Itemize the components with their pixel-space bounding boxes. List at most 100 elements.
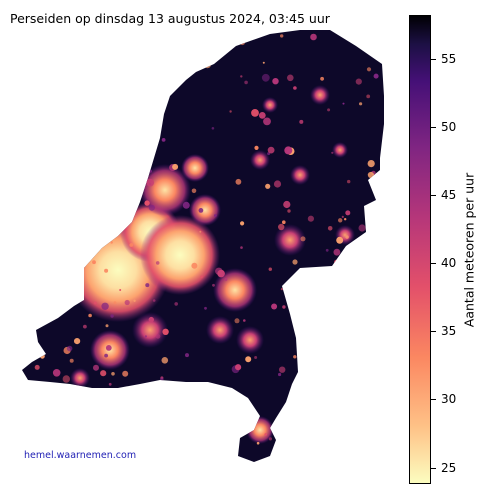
city-light bbox=[164, 393, 168, 397]
city-light bbox=[74, 338, 81, 345]
city-light bbox=[310, 33, 317, 41]
city-light bbox=[267, 146, 275, 154]
colorbar-tick-label: 30 bbox=[441, 392, 457, 407]
city-light bbox=[27, 39, 36, 48]
light-glow bbox=[274, 224, 306, 256]
city-light bbox=[75, 85, 83, 93]
city-light bbox=[47, 52, 55, 60]
city-light bbox=[111, 372, 115, 376]
city-light bbox=[351, 271, 356, 277]
city-light bbox=[57, 35, 61, 39]
city-light bbox=[313, 352, 316, 355]
city-light bbox=[240, 75, 243, 78]
city-light bbox=[282, 220, 286, 224]
city-light bbox=[58, 238, 63, 243]
city-light bbox=[347, 179, 351, 184]
city-light bbox=[383, 214, 384, 222]
city-light bbox=[307, 215, 314, 222]
city-light bbox=[172, 77, 178, 84]
city-light bbox=[159, 425, 166, 432]
city-light bbox=[264, 433, 268, 436]
city-light bbox=[101, 302, 109, 310]
map-title: Perseiden op dinsdag 13 augustus 2024, 0… bbox=[10, 11, 330, 26]
city-light bbox=[191, 262, 198, 269]
city-light bbox=[185, 353, 189, 358]
city-light bbox=[73, 246, 77, 251]
city-light bbox=[382, 145, 384, 148]
city-light bbox=[66, 345, 73, 352]
city-light bbox=[149, 169, 152, 173]
city-light bbox=[196, 32, 200, 36]
city-light bbox=[366, 67, 372, 72]
city-light bbox=[53, 87, 56, 90]
light-glow bbox=[262, 97, 278, 113]
city-light bbox=[342, 102, 345, 105]
city-light bbox=[140, 436, 146, 442]
city-light bbox=[152, 299, 156, 302]
city-light bbox=[245, 356, 252, 363]
city-light bbox=[382, 227, 384, 235]
city-light bbox=[182, 201, 190, 209]
city-light bbox=[359, 102, 363, 106]
city-light bbox=[217, 50, 223, 56]
city-light bbox=[76, 68, 83, 75]
city-light bbox=[105, 345, 112, 351]
colorbar bbox=[409, 15, 431, 484]
city-light bbox=[131, 134, 137, 140]
city-light bbox=[374, 434, 382, 442]
city-light bbox=[182, 35, 185, 38]
city-light bbox=[283, 200, 291, 209]
city-light bbox=[94, 301, 97, 305]
city-light bbox=[162, 328, 169, 335]
city-light bbox=[331, 417, 339, 425]
city-light bbox=[62, 33, 70, 41]
city-light bbox=[310, 339, 315, 344]
city-light bbox=[310, 465, 313, 468]
city-light bbox=[327, 108, 331, 112]
city-light bbox=[273, 180, 282, 188]
city-light bbox=[133, 299, 136, 302]
city-light bbox=[340, 390, 345, 395]
city-light bbox=[115, 147, 119, 152]
city-light bbox=[347, 323, 352, 328]
city-light bbox=[254, 145, 259, 150]
city-light bbox=[336, 383, 340, 387]
city-light bbox=[57, 206, 61, 210]
city-light bbox=[293, 355, 297, 359]
city-light bbox=[108, 382, 112, 386]
city-light bbox=[256, 441, 260, 445]
city-light bbox=[325, 355, 333, 362]
city-light bbox=[147, 114, 152, 119]
city-light bbox=[355, 78, 362, 85]
city-light bbox=[121, 180, 125, 184]
city-light bbox=[239, 39, 246, 46]
city-light bbox=[258, 112, 266, 119]
city-light bbox=[50, 213, 53, 216]
city-light bbox=[95, 136, 100, 141]
city-light bbox=[122, 370, 129, 377]
city-light bbox=[367, 171, 374, 179]
light-glow bbox=[181, 154, 209, 182]
city-light bbox=[334, 259, 340, 265]
city-light bbox=[336, 236, 344, 244]
city-light bbox=[122, 30, 128, 33]
city-light bbox=[208, 43, 213, 48]
city-light bbox=[338, 218, 343, 223]
city-light bbox=[161, 138, 166, 142]
city-light bbox=[191, 188, 197, 194]
city-light bbox=[49, 58, 53, 62]
city-light bbox=[268, 437, 272, 441]
city-light bbox=[62, 375, 70, 383]
colorbar-tick bbox=[431, 263, 436, 265]
colorbar-tick-label: 45 bbox=[441, 187, 457, 202]
city-light bbox=[361, 41, 369, 49]
city-light bbox=[199, 230, 202, 233]
city-light bbox=[51, 48, 56, 54]
city-light bbox=[234, 318, 240, 324]
city-light bbox=[99, 80, 104, 84]
city-light bbox=[373, 73, 379, 79]
city-light bbox=[203, 61, 211, 69]
city-light bbox=[27, 124, 36, 132]
city-light bbox=[84, 49, 92, 57]
city-light bbox=[28, 246, 33, 251]
